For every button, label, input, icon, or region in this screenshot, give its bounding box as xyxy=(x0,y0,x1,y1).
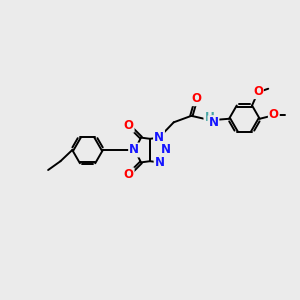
Text: O: O xyxy=(124,168,134,181)
Text: O: O xyxy=(253,85,263,98)
Text: N: N xyxy=(129,143,139,157)
Text: N: N xyxy=(208,116,218,129)
Text: O: O xyxy=(191,92,201,105)
Text: N: N xyxy=(161,143,171,156)
Text: N: N xyxy=(154,157,165,169)
Text: N: N xyxy=(154,130,164,143)
Text: O: O xyxy=(269,108,279,121)
Text: H: H xyxy=(204,111,214,124)
Text: O: O xyxy=(124,119,134,132)
